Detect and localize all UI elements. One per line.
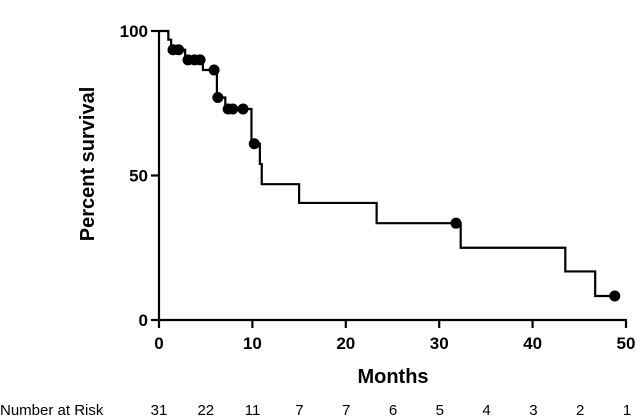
risk-count: 2	[576, 402, 584, 419]
y-tick-label: 0	[139, 311, 148, 330]
x-tick-label: 40	[523, 334, 542, 353]
risk-count: 3	[529, 402, 537, 419]
risk-count: 31	[151, 402, 168, 419]
risk-count: 7	[342, 402, 350, 419]
risk-count: 4	[482, 402, 490, 419]
y-tick-label: 100	[120, 22, 148, 41]
risk-table: Number at Risk 31 22 11 7 7 6 5 4 3 2 1	[0, 402, 631, 419]
censor-marker	[248, 138, 260, 150]
censor-marker	[450, 217, 462, 229]
risk-count: 22	[197, 402, 214, 419]
x-tick-label: 0	[154, 334, 163, 353]
y-axis: 0 50 100	[120, 22, 161, 330]
censor-marker	[237, 103, 249, 115]
y-axis-title: Percent survival	[77, 87, 99, 242]
risk-count: 7	[295, 402, 303, 419]
x-tick-label: 50	[617, 334, 636, 353]
risk-table-label: Number at Risk	[0, 402, 104, 419]
survival-series	[159, 29, 621, 302]
censor-marker	[208, 64, 220, 76]
y-tick-label: 50	[129, 167, 148, 186]
risk-count: 11	[245, 402, 261, 419]
censor-marker	[212, 91, 224, 103]
x-axis: 0 10 20 30 40 50	[154, 318, 636, 353]
survival-curve	[159, 29, 616, 298]
risk-count: 5	[436, 402, 444, 419]
censor-marker	[173, 44, 185, 56]
risk-count: 1	[623, 402, 631, 419]
x-tick-label: 30	[430, 334, 449, 353]
censor-marker	[609, 290, 621, 302]
censor-marker	[194, 54, 206, 66]
x-tick-label: 20	[336, 334, 355, 353]
x-axis-title: Months	[357, 366, 428, 388]
x-tick-label: 10	[243, 334, 262, 353]
risk-count: 6	[389, 402, 397, 419]
censor-marker	[227, 103, 239, 115]
